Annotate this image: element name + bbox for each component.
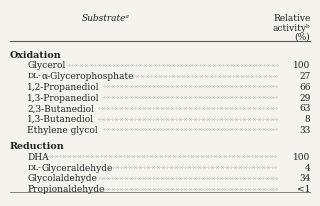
Text: 1,3-Butanediol: 1,3-Butanediol: [27, 115, 94, 124]
Text: 1,3-Propanediol: 1,3-Propanediol: [27, 93, 100, 102]
Text: DHA: DHA: [27, 152, 49, 161]
Text: DL-: DL-: [27, 72, 41, 80]
Text: 4: 4: [305, 163, 310, 172]
Text: 66: 66: [299, 82, 310, 91]
Text: 29: 29: [299, 93, 310, 102]
Text: Ethylene glycol: Ethylene glycol: [27, 125, 98, 134]
Text: 1,2-Propanediol: 1,2-Propanediol: [27, 82, 100, 91]
Text: Glycolaldehyde: Glycolaldehyde: [27, 173, 97, 183]
Text: Glyceraldehyde: Glyceraldehyde: [41, 163, 113, 172]
Text: 8: 8: [305, 115, 310, 124]
Text: Substrateᵃ: Substrateᵃ: [82, 14, 130, 23]
Text: Propionaldehyde: Propionaldehyde: [27, 184, 105, 193]
Text: Reduction: Reduction: [10, 141, 64, 150]
Text: 100: 100: [293, 152, 310, 161]
Text: 63: 63: [299, 104, 310, 113]
Text: 27: 27: [299, 72, 310, 81]
Text: 34: 34: [299, 173, 310, 183]
Text: 33: 33: [299, 125, 310, 134]
Text: (%): (%): [295, 33, 310, 42]
Text: α-Glycerophosphate: α-Glycerophosphate: [41, 72, 134, 81]
Text: activityᵇ: activityᵇ: [273, 23, 310, 33]
Text: 100: 100: [293, 61, 310, 70]
Text: Glycerol: Glycerol: [27, 61, 66, 70]
Text: 2,3-Butanediol: 2,3-Butanediol: [27, 104, 94, 113]
Text: Relative: Relative: [273, 14, 310, 23]
Text: <1: <1: [297, 184, 310, 193]
Text: DL-: DL-: [27, 163, 41, 171]
Text: Oxidation: Oxidation: [10, 50, 61, 59]
